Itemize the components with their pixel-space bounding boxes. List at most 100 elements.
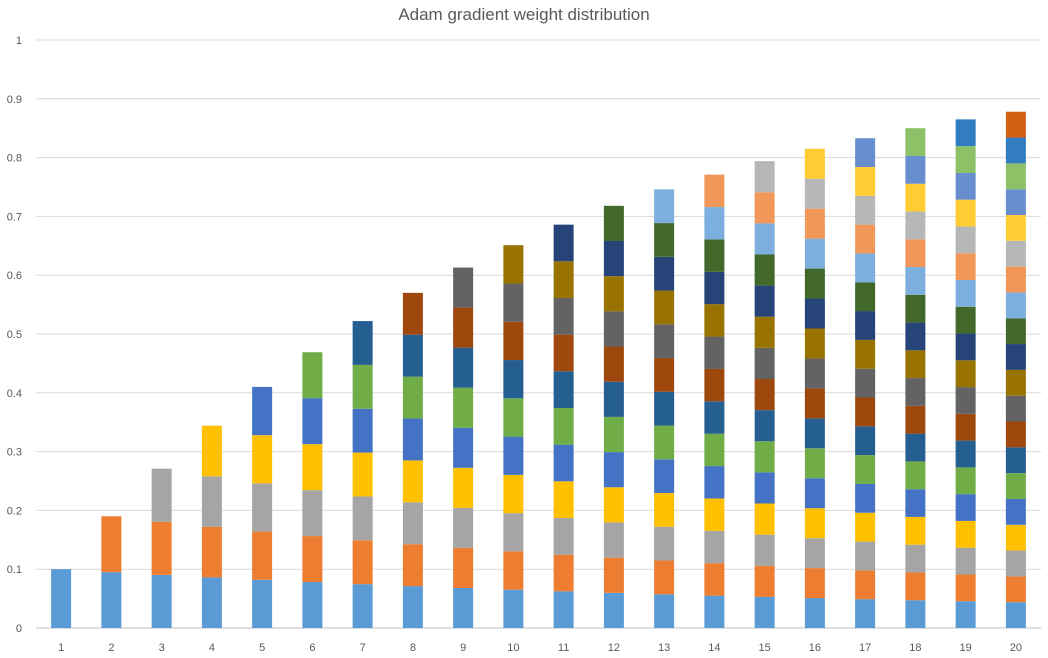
bar-segment — [503, 283, 524, 322]
bar-segment — [352, 496, 373, 541]
bar-segment — [603, 416, 624, 453]
bar-segment — [955, 494, 976, 521]
bar-segment — [453, 587, 474, 628]
bar-segment — [804, 178, 825, 209]
bar-segment — [754, 316, 775, 348]
bar-segment — [453, 467, 474, 508]
bar-segment — [804, 388, 825, 419]
bar-segment — [855, 253, 876, 283]
bar-segment — [603, 487, 624, 523]
bar-segment — [453, 387, 474, 428]
bar-segment — [955, 574, 976, 602]
bar-segment — [151, 574, 172, 628]
bar-segment — [955, 467, 976, 495]
bar-segment — [453, 427, 474, 468]
bar-segment — [905, 461, 926, 490]
bar-segment — [654, 560, 675, 595]
bar-segment — [654, 256, 675, 291]
bar-segment — [955, 360, 976, 388]
bar-segment — [754, 161, 775, 193]
bar-segment — [1005, 240, 1026, 267]
bar-segment — [704, 530, 725, 564]
bar-segment — [955, 280, 976, 307]
bar-segment — [503, 513, 524, 552]
bar-segment — [905, 128, 926, 156]
bar-segment — [51, 569, 72, 628]
bar-segment — [704, 401, 725, 434]
bar-segment — [402, 334, 423, 377]
bar-segment — [453, 347, 474, 388]
bar-segment — [101, 572, 122, 628]
bar-segment — [1005, 137, 1026, 164]
bar-segment — [754, 254, 775, 286]
bar-segment — [955, 520, 976, 548]
bar-segment — [402, 586, 423, 628]
bar-segment — [603, 346, 624, 382]
bar-segment — [905, 572, 926, 601]
bar-segment — [804, 358, 825, 389]
bar-segment — [151, 468, 172, 522]
bar-segment — [654, 459, 675, 494]
bar-segment — [603, 557, 624, 593]
bar-segment — [654, 425, 675, 460]
bar-segment — [503, 360, 524, 399]
bar-segment — [553, 517, 574, 555]
bar-segment — [955, 119, 976, 147]
bar-segment — [804, 418, 825, 449]
x-tick-label: 14 — [708, 642, 720, 654]
bar-segment — [804, 598, 825, 628]
bar-segment — [553, 554, 574, 592]
bar-segment — [855, 282, 876, 312]
bar-segment — [905, 516, 926, 545]
bar-segment — [804, 238, 825, 269]
bar-segment — [704, 174, 725, 208]
x-tick-label: 7 — [360, 642, 366, 654]
x-tick-label: 19 — [960, 642, 972, 654]
bar-segment — [553, 407, 574, 445]
bar-segment — [1005, 421, 1026, 448]
bar-segment — [754, 379, 775, 411]
bar-segment — [955, 306, 976, 334]
bar-segment — [754, 534, 775, 566]
bar-segment — [855, 195, 876, 225]
bar-segment — [654, 526, 675, 561]
bar-segment — [1005, 498, 1026, 525]
bar-segment — [352, 584, 373, 628]
bar-segment — [905, 544, 926, 573]
bar-segment — [1005, 344, 1026, 370]
bar-segment — [855, 311, 876, 340]
bar-segment — [704, 498, 725, 531]
bar-segment — [402, 460, 423, 503]
y-axis-ticks: 0 0.1 0.2 0.3 0.4 0.5 0.6 0.7 0.8 0.9 1 — [7, 35, 22, 635]
bar-segment — [704, 304, 725, 337]
bar-segment — [905, 433, 926, 462]
bar-segment — [905, 405, 926, 434]
bar-segment — [603, 381, 624, 417]
x-tick-label: 1 — [58, 642, 64, 654]
bar-segment — [553, 261, 574, 298]
bar-segment — [754, 565, 775, 597]
bar-segment — [855, 426, 876, 456]
bar-segment — [804, 328, 825, 359]
bar-segment — [101, 516, 122, 573]
bar-segment — [855, 599, 876, 628]
bar-segment — [905, 350, 926, 379]
bar-segment — [453, 507, 474, 548]
bar-segment — [1005, 524, 1026, 551]
bar-segment — [503, 245, 524, 284]
x-tick-label: 17 — [859, 642, 871, 654]
x-tick-label: 12 — [608, 642, 620, 654]
bar-segment — [1005, 447, 1026, 474]
bar-segment — [453, 307, 474, 348]
bar-segment — [804, 448, 825, 479]
bar-segment — [201, 577, 222, 628]
bar-segment — [553, 591, 574, 628]
bar-segment — [654, 290, 675, 325]
x-tick-label: 9 — [460, 642, 466, 654]
bar-segment — [654, 324, 675, 359]
bar-segment — [855, 512, 876, 542]
bar-segment — [855, 570, 876, 600]
x-tick-label: 4 — [209, 642, 215, 654]
x-tick-label: 13 — [658, 642, 670, 654]
x-tick-label: 15 — [759, 642, 771, 654]
